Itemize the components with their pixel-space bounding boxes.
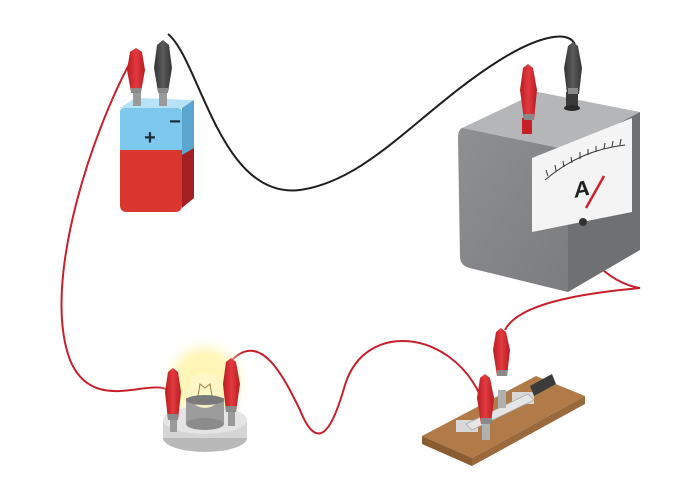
- battery-body: [120, 150, 182, 212]
- ammeter-zero-screw: [579, 218, 587, 226]
- switch-clip-back: [493, 328, 510, 376]
- ammeter-symbol: A: [574, 175, 590, 203]
- battery-minus-label: −: [169, 111, 181, 133]
- ammeter-clip-red: [520, 64, 537, 120]
- switch-clip-front: [477, 374, 494, 424]
- switch-base: [422, 376, 585, 458]
- battery: + −: [120, 92, 194, 212]
- knife-switch: [422, 374, 585, 466]
- battery-top: [120, 108, 182, 155]
- bulb-clip-right: [223, 358, 240, 412]
- bulb-clip-left: [165, 368, 181, 420]
- wire-battery-to-bulb: [60, 51, 173, 396]
- ammeter: A: [458, 92, 640, 292]
- battery-clip-black: [154, 40, 172, 93]
- wire-bulb-to-switch: [231, 340, 481, 435]
- battery-plus-label: +: [144, 127, 156, 149]
- light-bulb: [157, 334, 253, 452]
- ammeter-dial: [532, 118, 632, 232]
- ammeter-clip-black: [564, 42, 582, 94]
- battery-clip-red: [127, 48, 145, 93]
- wire-battery-to-ammeter: [167, 33, 576, 192]
- ammeter-needle: [584, 175, 606, 209]
- switch-handle: [530, 374, 556, 396]
